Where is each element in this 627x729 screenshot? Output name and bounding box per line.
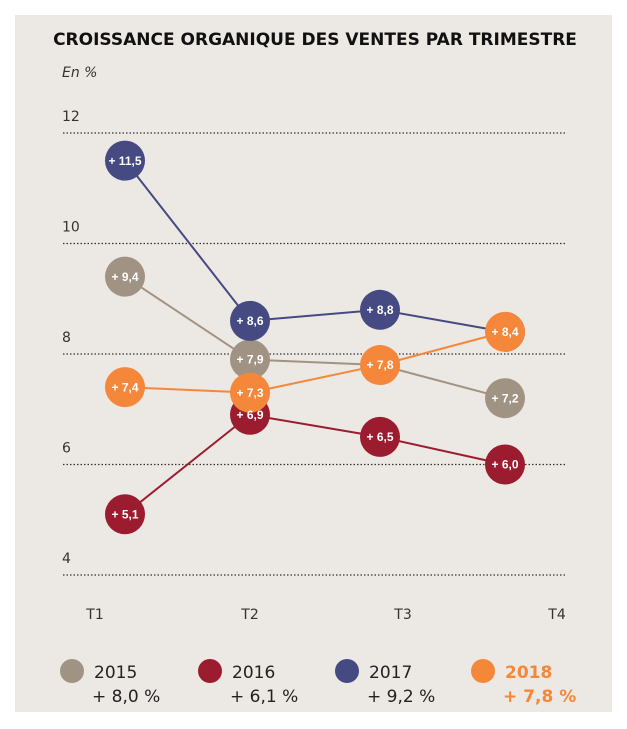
series-line	[124, 413, 506, 516]
value-label: + 9,4	[111, 270, 138, 284]
point	[360, 289, 400, 330]
legend-total: + 8,0 %	[92, 687, 160, 707]
value-label: + 6,5	[366, 430, 393, 444]
subtitle: En %	[62, 65, 97, 81]
value-label: + 8,8	[366, 303, 393, 317]
y-tick-label: 10	[62, 220, 80, 236]
value-label: + 11,5	[108, 154, 141, 168]
y-tick-label: 6	[62, 441, 71, 457]
value-label: + 5,1	[111, 507, 138, 521]
point	[360, 416, 400, 457]
chart-title: CROISSANCE ORGANIQUE DES VENTES PAR TRIM…	[53, 30, 577, 50]
point	[230, 339, 270, 380]
legend-name: 2015	[94, 663, 137, 683]
x-tick-label: T2	[240, 607, 258, 623]
y-tick-label: 4	[62, 551, 71, 567]
x-tick-label: T1	[85, 607, 103, 623]
value-label: + 6,0	[491, 458, 518, 472]
series-line	[124, 160, 506, 333]
legend-swatch	[335, 659, 359, 683]
value-label: + 8,6	[236, 314, 263, 328]
legend-name: 2017	[369, 663, 412, 683]
y-tick-label: 12	[62, 109, 80, 125]
value-label: + 7,3	[236, 386, 263, 400]
y-tick-label: 8	[62, 330, 71, 346]
panel	[15, 15, 612, 712]
point	[485, 311, 525, 352]
legend-name: 2016	[232, 663, 275, 683]
value-label: + 8,4	[491, 325, 518, 339]
point	[230, 300, 270, 341]
x-tick-label: T4	[547, 607, 566, 623]
legend-total: + 6,1 %	[230, 687, 298, 707]
point	[105, 256, 145, 297]
point	[360, 345, 400, 386]
point	[105, 367, 145, 408]
legend-total: + 9,2 %	[367, 687, 435, 707]
point	[105, 140, 145, 181]
value-label: + 7,4	[111, 380, 138, 394]
value-label: + 6,9	[236, 408, 263, 422]
legend-swatch	[471, 659, 495, 683]
value-label: + 7,8	[366, 358, 393, 372]
point	[485, 444, 525, 485]
value-label: + 7,2	[491, 391, 518, 405]
point	[105, 494, 145, 535]
legend-total: + 7,8 %	[503, 687, 576, 707]
series-line	[124, 330, 506, 394]
x-tick-label: T3	[393, 607, 411, 623]
value-label: + 7,9	[236, 353, 263, 367]
legend-name: 2018	[505, 663, 552, 683]
series-line	[124, 275, 506, 400]
point	[230, 372, 270, 413]
point	[485, 378, 525, 419]
legend-swatch	[198, 659, 222, 683]
legend-swatch	[60, 659, 84, 683]
